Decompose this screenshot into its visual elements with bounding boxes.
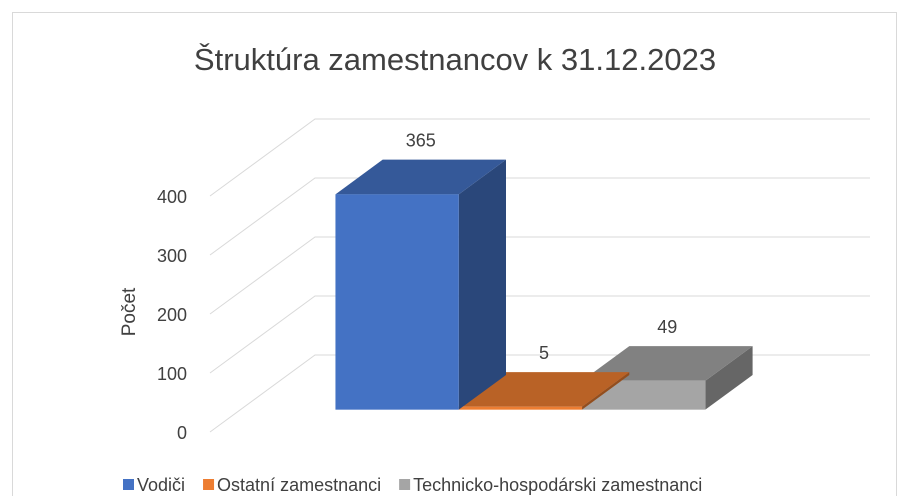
legend-swatch (123, 479, 134, 490)
grid-line (209, 177, 870, 256)
bar-side (582, 372, 630, 410)
grid-line (209, 295, 870, 374)
bar-side (705, 346, 753, 410)
grid-line (209, 236, 870, 315)
legend-swatch (399, 479, 411, 490)
chart-title: Štruktúra zamestnancov k 31.12.2023 (194, 42, 716, 77)
data-label: 365 (406, 130, 436, 150)
y-tick-label: 400 (157, 187, 187, 207)
y-axis-label: Počet (119, 287, 140, 336)
legend-label: Vodiči (137, 475, 185, 495)
legend-label: Technicko-hospodárski zamestnanci (413, 475, 702, 495)
bar-top (335, 159, 506, 195)
grid-line (209, 118, 870, 197)
y-tick-label: 100 (157, 364, 187, 384)
data-label: 49 (657, 317, 677, 337)
data-label: 5 (539, 343, 549, 363)
bar (458, 406, 583, 410)
legend-swatch (203, 479, 215, 490)
y-tick-label: 300 (157, 246, 187, 266)
y-tick-label: 200 (157, 305, 187, 325)
bar-side (458, 159, 506, 410)
bar (335, 194, 459, 410)
legend-label: Ostatní zamestnanci (217, 475, 381, 495)
y-tick-label: 0 (177, 423, 187, 443)
bar-top (458, 372, 630, 407)
